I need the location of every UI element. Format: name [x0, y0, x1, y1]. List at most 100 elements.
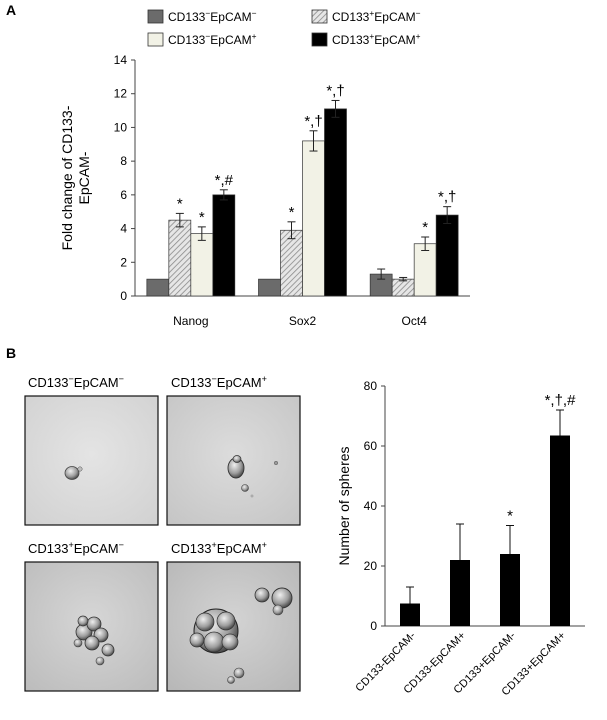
y-tick-label: 0	[370, 619, 377, 633]
significance-label: *,†	[438, 189, 456, 206]
bar	[413, 243, 437, 297]
micrograph-label: CD133−EpCAM+	[171, 374, 267, 390]
significance-label: *,#	[215, 172, 234, 189]
y-axis-title-line: EpCAM-	[76, 151, 92, 204]
panel-b-letter: B	[6, 345, 16, 361]
label-part: EpCAM	[217, 375, 262, 390]
label-part: CD133	[28, 375, 68, 390]
bar	[400, 603, 420, 626]
label-part: EpCAM	[210, 33, 251, 47]
sphere-cells-3	[73, 615, 115, 666]
y-tick-label: 0	[120, 289, 127, 303]
y-tick-label: 14	[114, 53, 128, 67]
label-part: EpCAM	[74, 375, 119, 390]
label-part: EpCAM	[74, 541, 119, 556]
significance-label: *,†,#	[545, 392, 577, 409]
y-tick-label: 8	[120, 154, 127, 168]
legend-item: CD133+EpCAM+	[311, 31, 421, 47]
label-sup: +	[262, 374, 267, 384]
label-sup: +	[416, 31, 421, 41]
label-sup: −	[211, 374, 216, 384]
significance-label: *,†	[326, 82, 344, 99]
significance-label: *,†	[304, 113, 322, 130]
micrograph-label: CD133+EpCAM−	[28, 540, 124, 556]
label-sup: −	[119, 540, 124, 550]
bar	[212, 194, 236, 297]
category-label: Nanog	[173, 314, 208, 328]
label-part: EpCAM	[374, 10, 415, 24]
legend-label: CD133+EpCAM−	[332, 8, 421, 24]
y-tick-label: 12	[114, 87, 128, 101]
label-sup: −	[416, 8, 421, 18]
label-part: EpCAM	[210, 10, 251, 24]
label-sup: +	[369, 31, 374, 41]
significance-label: *	[177, 195, 183, 212]
label-part: CD133	[28, 541, 68, 556]
label-sup: +	[262, 540, 267, 550]
y-axis-title: Fold change of CD133-EpCAM-	[59, 105, 92, 250]
micrograph-1	[24, 395, 159, 526]
y-tick-label: 20	[364, 559, 378, 573]
bar	[550, 435, 570, 626]
y-tick-label: 4	[120, 222, 127, 236]
y-tick-label: 80	[364, 379, 378, 393]
bar	[146, 278, 170, 297]
bar	[258, 278, 281, 297]
micrograph-grid	[24, 395, 301, 692]
label-sup: +	[252, 31, 257, 41]
significance-label: *	[422, 219, 428, 236]
bar	[190, 233, 214, 297]
bar	[280, 229, 303, 297]
legend-label: CD133−EpCAM+	[168, 31, 257, 47]
legend-swatch	[311, 9, 328, 24]
y-tick-label: 2	[120, 255, 127, 269]
label-part: CD133	[332, 33, 370, 47]
panel-a-letter: A	[6, 2, 16, 18]
bar	[324, 108, 347, 297]
legend-label: CD133+EpCAM+	[332, 31, 421, 47]
micrograph-label: CD133+EpCAM+	[171, 540, 267, 556]
micrograph-labels: CD133−EpCAM− CD133−EpCAM+CD133+EpCAM− CD13…	[28, 374, 267, 556]
label-sup: +	[211, 540, 216, 550]
legend-swatch	[147, 32, 164, 47]
micrograph-3	[24, 561, 159, 692]
y-tick-label: 6	[120, 188, 127, 202]
y-tick-label: 10	[114, 120, 128, 134]
label-part: CD133	[332, 10, 370, 24]
label-sup: −	[68, 374, 73, 384]
bar	[500, 554, 520, 626]
label-sup: −	[252, 8, 257, 18]
legend-swatch	[147, 9, 164, 24]
micrograph-2	[166, 395, 301, 526]
panel-a-legend: CD133−EpCAM− CD133+EpCAM−CD133−EpCAM+ CD13…	[147, 8, 421, 47]
legend-label: CD133−EpCAM−	[168, 8, 257, 24]
micrograph-4	[166, 561, 301, 692]
label-part: EpCAM	[374, 33, 415, 47]
label-sup: +	[369, 8, 374, 18]
legend-swatch	[311, 32, 328, 47]
legend-item: CD133−EpCAM+	[147, 31, 257, 47]
label-part: CD133	[168, 10, 206, 24]
micrograph-label: CD133−EpCAM−	[28, 374, 124, 390]
sphere-cells-4	[189, 587, 293, 684]
significance-label: *	[507, 508, 513, 525]
label-sup: −	[119, 374, 124, 384]
bar	[391, 278, 415, 297]
sphere-cells-2	[227, 455, 279, 498]
legend-item: CD133−EpCAM−	[147, 8, 257, 24]
bar	[435, 214, 459, 297]
panel-a-chart: 0 2 4 6 8 10 12 14 Fold change of CD133-EpCAM- * *…	[59, 53, 470, 328]
y-tick-label: 40	[364, 499, 378, 513]
label-sup: −	[205, 8, 210, 18]
y-axis-title: Number of spheres	[336, 446, 352, 565]
label-sup: +	[68, 540, 73, 550]
bar	[302, 140, 325, 297]
category-label: Oct4	[401, 314, 427, 328]
significance-label: *	[289, 204, 295, 221]
legend-item: CD133+EpCAM−	[311, 8, 421, 24]
label-part: EpCAM	[217, 541, 262, 556]
y-axis-title-line: Fold change of CD133-	[59, 105, 75, 250]
y-tick-label: 60	[364, 439, 378, 453]
